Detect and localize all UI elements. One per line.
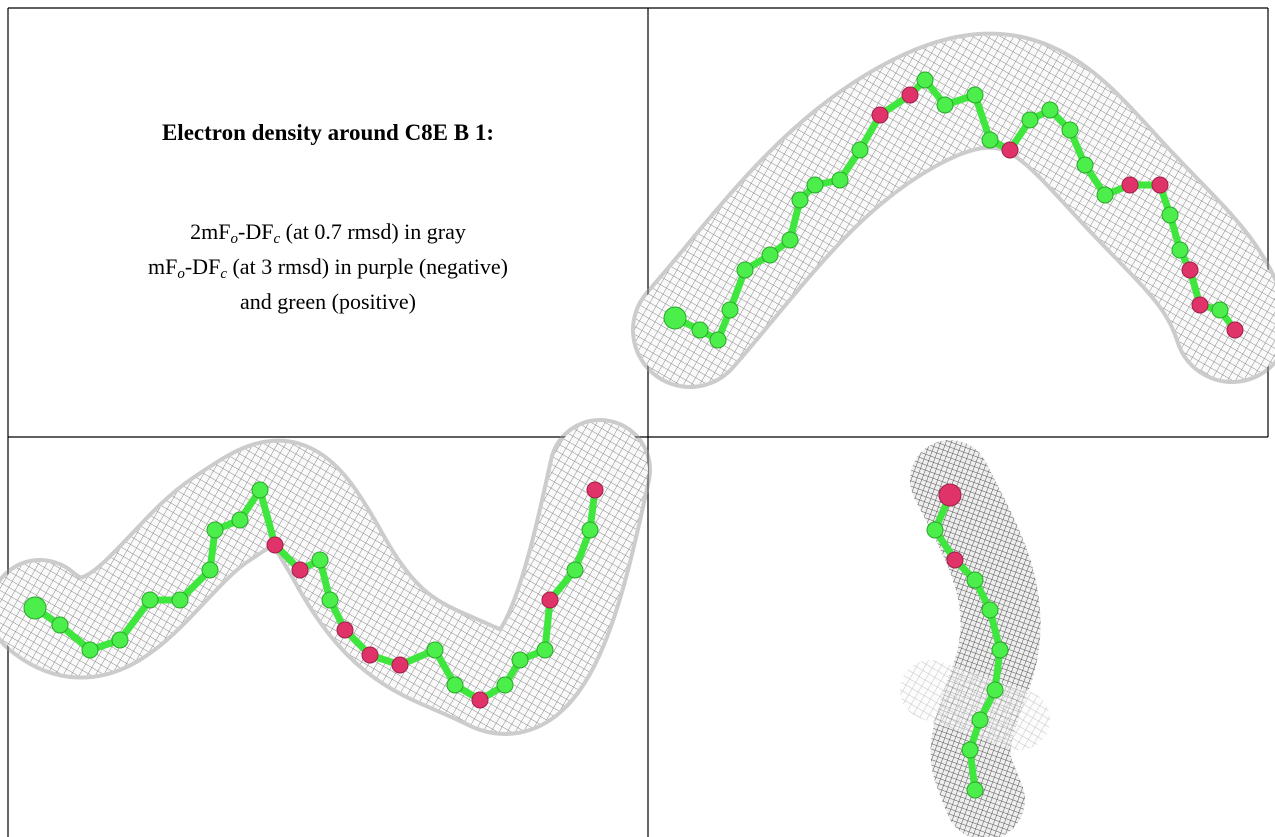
atom (511, 651, 529, 669)
atom (496, 676, 514, 694)
atom (736, 261, 754, 279)
text-part: -DF (184, 254, 221, 279)
atom (471, 691, 489, 709)
atom (663, 306, 687, 330)
atom (971, 711, 989, 729)
atom (1021, 111, 1039, 129)
atom (141, 591, 159, 609)
atom (871, 106, 889, 124)
atom (251, 481, 269, 499)
text-part: o (177, 266, 185, 282)
text-part: o (230, 231, 239, 247)
text-part: mF (148, 254, 178, 279)
atom (426, 641, 444, 659)
atom (321, 591, 339, 609)
atom (916, 71, 934, 89)
atom (1171, 241, 1189, 259)
atom (391, 656, 409, 674)
text-part: (at 3 rmsd) in purple (negative) (226, 254, 508, 279)
atom (966, 571, 984, 589)
atom (781, 231, 799, 249)
text-part: 2mF (190, 219, 231, 244)
atom (311, 551, 329, 569)
legend-cell: Electron density around C8E B 1: 2mFo-DF… (8, 8, 648, 437)
legend-lines: 2mFo-DFc (at 0.7 rmsd) in gray mFo-DFc (a… (8, 214, 648, 319)
atom (201, 561, 219, 579)
mesh (900, 660, 1050, 750)
atom (1061, 121, 1079, 139)
atom (1191, 296, 1209, 314)
atom (171, 591, 189, 609)
atom (986, 681, 1004, 699)
atom (111, 631, 129, 649)
atom (1096, 186, 1114, 204)
atom (791, 191, 809, 209)
legend-line: and green (positive) (8, 284, 648, 319)
atom (51, 616, 69, 634)
atom (938, 483, 962, 507)
molecule-models (23, 71, 1244, 799)
atom (936, 96, 954, 114)
atom (851, 141, 869, 159)
text-part: c (220, 266, 227, 282)
text-part: -DF (238, 219, 274, 244)
atom (966, 781, 984, 799)
legend-title: Electron density around C8E B 1: (161, 120, 495, 145)
atom (981, 601, 999, 619)
legend-line: 2mFo-DFc (at 0.7 rmsd) in gray (8, 214, 648, 249)
atom (541, 591, 559, 609)
atom (901, 86, 919, 104)
atom (81, 641, 99, 659)
atom (206, 521, 224, 539)
atom (1121, 176, 1139, 194)
atom (1226, 321, 1244, 339)
atom (231, 511, 249, 529)
atom (961, 741, 979, 759)
atom (1041, 101, 1059, 119)
atom (446, 676, 464, 694)
atom (266, 536, 284, 554)
atom (586, 481, 604, 499)
atom (566, 561, 584, 579)
atom (1181, 261, 1199, 279)
bond (931, 493, 1004, 791)
atom (1161, 206, 1179, 224)
mesh (0, 422, 648, 732)
atom (336, 621, 354, 639)
atom (946, 551, 964, 569)
atom (23, 596, 47, 620)
atom (691, 321, 709, 339)
text-part: c (273, 231, 281, 247)
atom (831, 171, 849, 189)
text-part: and green (positive) (240, 289, 416, 314)
atom (1001, 141, 1019, 159)
atom (1076, 156, 1094, 174)
atom (806, 176, 824, 194)
atom (966, 86, 984, 104)
atom (361, 646, 379, 664)
atom (991, 641, 1009, 659)
text-part: (at 0.7 rmsd) in gray (280, 219, 466, 244)
atom (1211, 301, 1229, 319)
atom (926, 521, 944, 539)
atom (981, 131, 999, 149)
atom (291, 561, 309, 579)
legend-line: mFo-DFc (at 3 rmsd) in purple (negative) (8, 249, 648, 284)
atom (721, 301, 739, 319)
atom (1151, 176, 1169, 194)
atom (709, 331, 727, 349)
atom (581, 521, 599, 539)
atom (761, 246, 779, 264)
atom (536, 641, 554, 659)
